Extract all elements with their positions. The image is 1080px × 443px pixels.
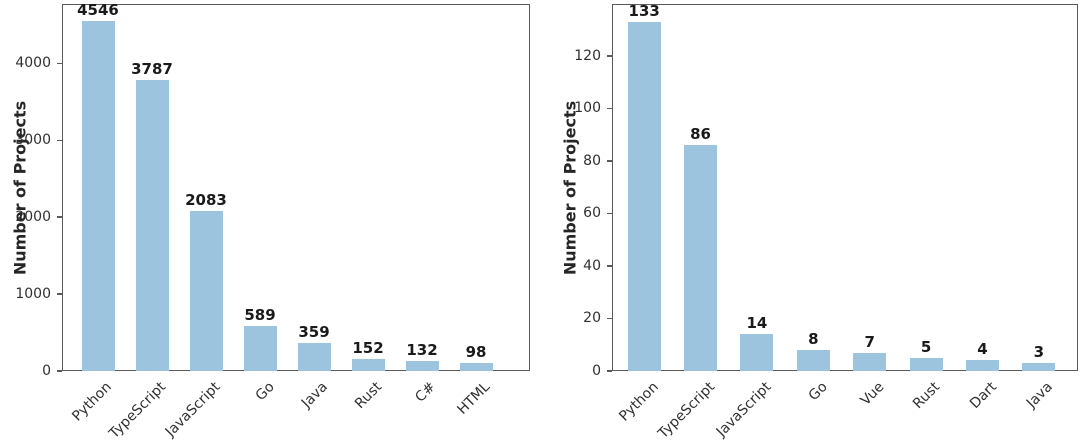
bar-value-label: 4546 <box>77 1 119 20</box>
bar-value-label: 3 <box>1033 343 1045 362</box>
bar-value-label: 3787 <box>131 59 173 78</box>
y-tick-mark <box>57 139 62 142</box>
bar <box>81 21 115 371</box>
bar <box>684 145 718 371</box>
bar <box>1022 363 1056 371</box>
y-tick-mark <box>607 107 612 110</box>
bar <box>853 352 887 371</box>
y-tick-mark <box>607 317 612 320</box>
x-tick-label: C# <box>412 379 440 406</box>
y-tick-mark <box>57 62 62 65</box>
bar-value-label: 133 <box>628 1 660 20</box>
bar-value-label: 4 <box>977 340 988 359</box>
y-tick-mark <box>607 160 612 162</box>
bar <box>243 325 277 371</box>
y-tick-label: 1000 <box>15 286 51 303</box>
y-tick-label: 120 <box>574 47 601 64</box>
bar-value-label: 359 <box>298 323 330 342</box>
x-tick-label: Go <box>252 379 278 405</box>
bar <box>909 357 943 371</box>
bar <box>351 359 385 371</box>
y-tick-label: 0 <box>42 363 51 379</box>
y-tick-mark <box>57 293 62 295</box>
y-tick-mark <box>57 216 62 218</box>
y-axis-label: Number of Projects <box>10 100 30 275</box>
y-tick-mark <box>607 265 612 267</box>
bar <box>740 334 774 371</box>
bar <box>135 79 169 371</box>
bar-value-label: 5 <box>920 337 932 356</box>
x-tick-label: Java <box>1023 379 1057 412</box>
y-tick-mark <box>57 370 62 372</box>
x-tick-label: Vue <box>857 379 888 409</box>
bar <box>297 343 331 371</box>
bar-value-label: 589 <box>244 305 276 324</box>
bar-value-label: 98 <box>465 343 487 362</box>
plot-area <box>612 4 1078 371</box>
y-tick-label: 60 <box>583 205 601 222</box>
x-tick-label: JavaScript <box>713 379 775 440</box>
x-tick-label: Python <box>615 379 662 425</box>
y-tick-mark <box>607 55 612 57</box>
y-axis-label: Number of Projects <box>560 100 580 275</box>
x-tick-label: Dart <box>966 379 1000 412</box>
bar <box>627 21 661 371</box>
y-tick-label: 100 <box>574 100 601 117</box>
bar <box>459 363 493 371</box>
y-tick-label: 40 <box>583 257 601 274</box>
bar-value-label: 2083 <box>185 190 227 209</box>
y-tick-mark <box>607 212 612 215</box>
bar <box>189 210 223 371</box>
bar-value-label: 152 <box>352 339 384 358</box>
bar-value-label: 7 <box>864 332 875 351</box>
y-tick-label: 80 <box>583 152 601 169</box>
x-tick-label: TypeScript <box>655 379 718 442</box>
bar-value-label: 132 <box>406 340 438 359</box>
bar <box>965 360 999 371</box>
x-tick-label: Python <box>69 379 116 425</box>
x-tick-label: JavaScript <box>162 379 224 440</box>
x-tick-label: HTML <box>454 379 494 418</box>
y-tick-label: 20 <box>583 310 601 327</box>
x-tick-label: Go <box>805 379 831 405</box>
y-tick-label: 2000 <box>15 209 51 226</box>
y-tick-label: 0 <box>592 363 601 379</box>
x-tick-label: TypeScript <box>106 379 170 442</box>
bar-value-label: 8 <box>808 329 819 348</box>
chart-panel-1: Number of Projects 0 20 40 60 80 100 120 133 Pyt… <box>540 0 1080 443</box>
bar <box>796 349 830 371</box>
x-tick-label: Java <box>299 379 332 412</box>
y-tick-label: 4000 <box>15 55 51 72</box>
bar <box>405 360 439 371</box>
y-tick-label: 3000 <box>15 132 51 149</box>
bar-value-label: 14 <box>746 314 768 333</box>
y-tick-mark <box>607 370 612 372</box>
x-tick-label: Rust <box>910 379 944 413</box>
chart-panel-0: Number of Projects 0 1000 2000 3000 4000 4546… <box>10 1 530 442</box>
x-tick-label: Rust <box>352 379 386 413</box>
bar-value-label: 86 <box>690 125 711 144</box>
